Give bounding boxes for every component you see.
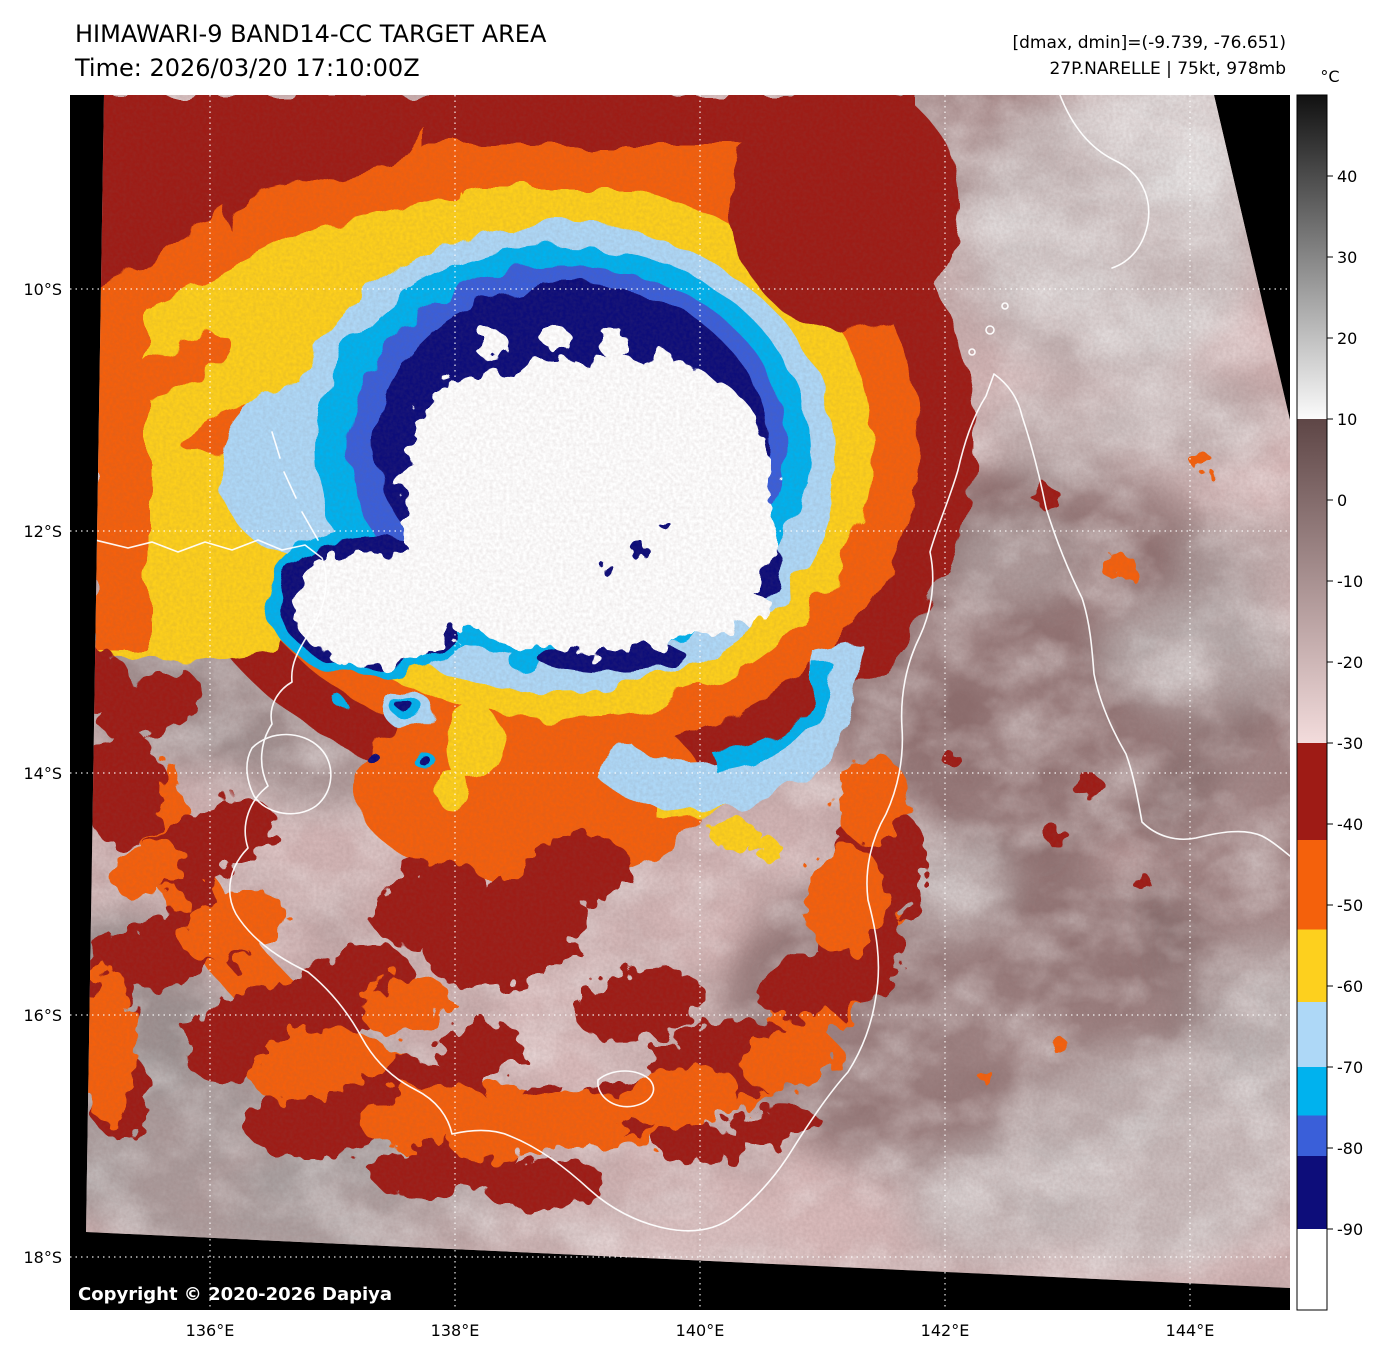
coastline-australia: [94, 373, 1290, 1232]
storm-info-label: 27P.NARELLE | 75kt, 978mb: [1049, 59, 1286, 79]
colorbar-tick-label: -90: [1337, 1220, 1363, 1239]
torres-strait-island: [968, 348, 976, 356]
lon-tick-label: 144°E: [1166, 1321, 1215, 1340]
lon-tick-label: 138°E: [431, 1321, 480, 1340]
coastline-png: [1059, 95, 1150, 269]
colorbar-tick-label: 30: [1337, 248, 1357, 267]
colorbar: 40 30 20 10 0 -10 -20 -30 -40 -50 -60 -7…: [1296, 94, 1363, 1311]
coastlines: [94, 95, 1290, 1232]
colorbar-tick-label: 20: [1337, 329, 1357, 348]
colorbar-tick-label: 10: [1337, 410, 1357, 429]
coastline-mornington-island: [597, 1070, 655, 1108]
colorbar-tick-label: 0: [1337, 491, 1347, 510]
colorbar-tick-label: -50: [1337, 896, 1363, 915]
lon-tick-label: 140°E: [676, 1321, 725, 1340]
coastline-wessel-islands: [271, 431, 319, 541]
page-title: HIMAWARI-9 BAND14-CC TARGET AREA: [75, 20, 547, 48]
lon-tick-label: 142°E: [921, 1321, 970, 1340]
torres-strait-island: [985, 325, 995, 335]
graticule: [70, 95, 1290, 1310]
lat-tick-label: 12°S: [23, 522, 62, 541]
colorbar-tick-label: -70: [1337, 1058, 1363, 1077]
pixel-noise-texture: [86, 95, 1290, 1288]
colorbar-tick-label: -10: [1337, 572, 1363, 591]
torres-strait-island: [1001, 302, 1009, 310]
lat-tick-label: 14°S: [23, 764, 62, 783]
colorbar-gradient: [1296, 94, 1328, 1311]
colorbar-tick-label: 40: [1337, 167, 1357, 186]
colorbar-tick-label: -30: [1337, 734, 1363, 753]
colorbar-tick-labels: 40 30 20 10 0 -10 -20 -30 -40 -50 -60 -7…: [1337, 167, 1363, 1239]
page-subtitle-time: Time: 2026/03/20 17:10:00Z: [74, 54, 420, 82]
colorbar-tick-label: -80: [1337, 1139, 1363, 1158]
dmax-dmin-label: [dmax, dmin]=(-9.739, -76.651): [1013, 33, 1287, 53]
data-swath: [86, 95, 1290, 1288]
lat-tick-label: 10°S: [23, 280, 62, 299]
colorbar-unit-label: °C: [1320, 67, 1339, 86]
colorbar-tick-marks: [1327, 175, 1333, 1230]
colorbar-tick-label: -60: [1337, 977, 1363, 996]
colorbar-tick-label: -40: [1337, 815, 1363, 834]
lat-tick-label: 16°S: [23, 1006, 62, 1025]
copyright-label: Copyright © 2020-2026 Dapiya: [78, 1284, 392, 1305]
lon-tick-label: 136°E: [186, 1321, 235, 1340]
lat-tick-label: 18°S: [23, 1248, 62, 1267]
colorbar-tick-label: -20: [1337, 653, 1363, 672]
coastline-groote-eylandt: [246, 733, 332, 815]
latitude-axis: 10°S 12°S 14°S 16°S 18°S: [23, 280, 62, 1267]
longitude-axis: 136°E 138°E 140°E 142°E 144°E: [186, 1321, 1215, 1340]
